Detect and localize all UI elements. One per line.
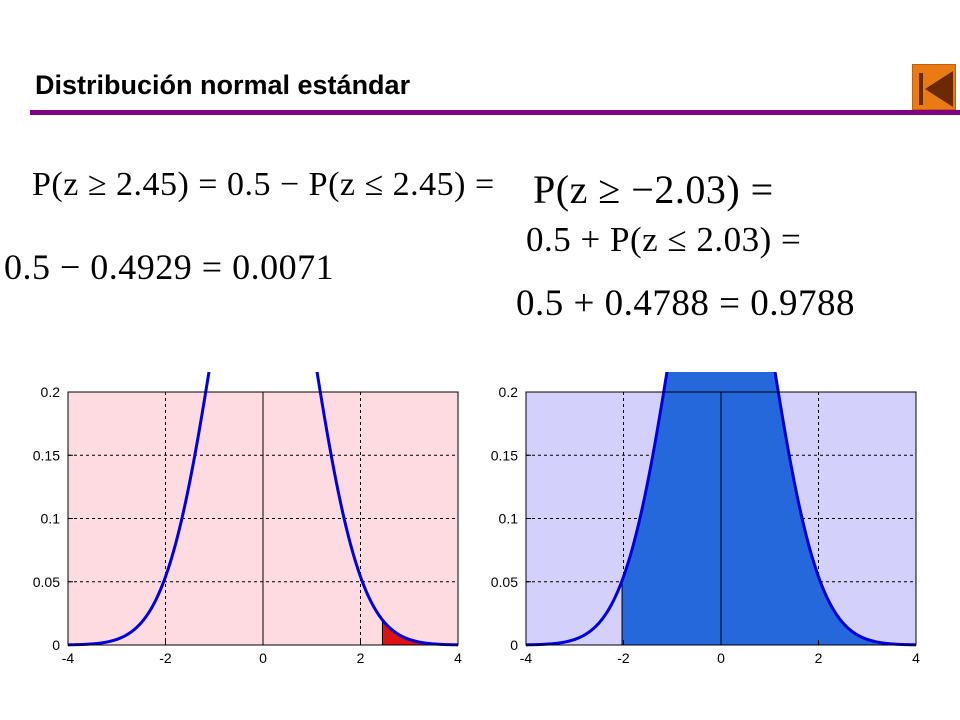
- formula-left-line1: P(z ≥ 2.45) = 0.5 − P(z ≤ 2.45) =: [32, 166, 495, 203]
- y-tick-label: 0.1: [41, 511, 61, 527]
- x-tick-label: 0: [717, 650, 725, 666]
- back-to-start-button[interactable]: [912, 64, 956, 110]
- formula-right-line1: P(z ≥ −2.03) =: [533, 167, 774, 212]
- title-underline: [30, 110, 960, 115]
- x-tick-label: 0: [259, 650, 267, 666]
- y-tick-label: 0.1: [499, 511, 519, 527]
- x-tick-label: -4: [62, 650, 75, 666]
- y-tick-label: 0.2: [41, 384, 61, 400]
- x-tick-label: -2: [617, 650, 630, 666]
- pdf-curve: [525, 372, 917, 647]
- x-tick-label: 4: [454, 650, 462, 666]
- x-tick-label: -2: [159, 650, 172, 666]
- normal-chart-right: -4 -2 0 2 4 0 0.05 0.1 0.15 0.2: [491, 372, 920, 666]
- y-tick-label: 0.15: [491, 447, 518, 463]
- back-to-start-icon: [919, 71, 953, 107]
- y-tick-label: 0: [52, 637, 60, 653]
- formula-right-line3: 0.5 + 0.4788 = 0.9788: [516, 283, 855, 324]
- x-tick-label: 2: [815, 650, 823, 666]
- y-tick-label: 0.05: [33, 574, 60, 590]
- y-tick-label: 0: [510, 637, 518, 653]
- y-tick-label: 0.15: [33, 447, 60, 463]
- y-tick-label: 0.2: [499, 384, 519, 400]
- y-tick-label: 0.05: [491, 574, 518, 590]
- x-tick-label: 2: [357, 650, 365, 666]
- page-title: Distribución normal estándar: [35, 70, 411, 100]
- formula-left-line2: 0.5 − 0.4929 = 0.0071: [4, 247, 335, 287]
- normal-chart-left: -4 -2 0 2 4 0 0.05 0.1 0.15 0.2: [33, 372, 462, 666]
- pdf-curve: [67, 372, 459, 647]
- x-tick-label: -4: [520, 650, 533, 666]
- formula-right-line2: 0.5 + P(z ≤ 2.03) =: [526, 220, 802, 259]
- x-tick-label: 4: [912, 650, 920, 666]
